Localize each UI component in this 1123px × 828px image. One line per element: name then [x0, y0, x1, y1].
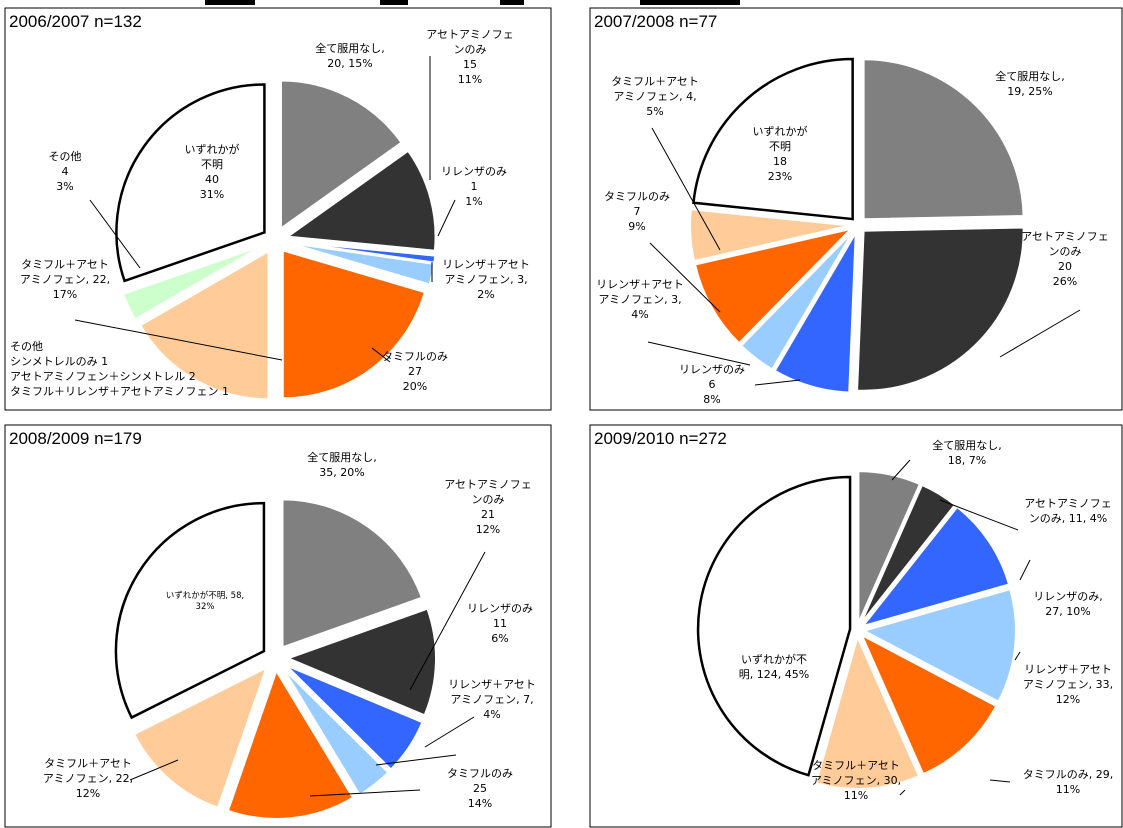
slice-label-none: 全て服用なし, 18, 7%: [932, 438, 1002, 467]
leader-line: [754, 379, 801, 386]
slice-label-relenza: リレンザのみ 6 8%: [679, 363, 745, 406]
pie-slice-relenza: [773, 232, 857, 394]
leader-line: [409, 551, 486, 691]
panel-2009-2010: 2009/2010 n=272 全て服用なし, 18, 7% アセトアミノフェンのみ…: [589, 424, 1123, 828]
pie-slice-none: [862, 58, 1025, 221]
pie-slice-tamiflu_acet: [689, 208, 851, 263]
leader-line: [371, 347, 391, 363]
leader-line: [309, 789, 421, 797]
slice-label-acet: アセトアミノフェンのみ 15 11%: [426, 28, 514, 86]
other-breakdown-note: その他シンメトレルのみ 1 アセトアミノフェン＋シンメトレル 2 タミフル＋リレンザ…: [10, 340, 229, 398]
pie-slice-relenza_acet: [739, 230, 855, 371]
pie-slice-relenza: [285, 664, 424, 771]
pie-slice-acet: [284, 149, 437, 252]
panel-title: 2007/2008 n=77: [594, 12, 717, 31]
pie-slice-tamiflu_acet: [132, 665, 269, 809]
leader-line: [891, 459, 911, 481]
pie-slice-unknown: [114, 501, 266, 720]
panel-title: 2009/2010 n=272: [594, 429, 727, 448]
panel-2008-2009: 2008/2009 n=179 全て服用なし, 35, 20% アセトアミノフェンの…: [4, 424, 552, 828]
leader-line: [989, 779, 1011, 783]
leader-line: [651, 127, 721, 251]
header-fragment: [205, 0, 740, 5]
pie-slice-relenza_acet: [282, 667, 390, 797]
slice-label-unknown: いずれかが不明, 124, 45%: [739, 652, 809, 681]
leader-line: [649, 242, 721, 313]
slice-label-tamiflu_acet: タミフル＋アセトアミノフェン, 22, 12%: [43, 757, 133, 800]
slice-label-other: その他 4 3%: [49, 150, 82, 193]
pie-slice-unknown: [692, 57, 854, 221]
pie-slice-tamiflu_acet: [814, 634, 921, 790]
leader-line: [899, 789, 906, 796]
pie-slice-none: [857, 470, 922, 624]
slice-label-none: 全て服用なし, 35, 20%: [307, 450, 377, 479]
slice-label-relenza: リレンザのみ 11 6%: [467, 602, 533, 645]
pie-slice-tamiflu_acet: [138, 249, 270, 401]
pie-slice-relenza_acet: [861, 587, 1017, 703]
slice-label-tamiflu: タミフルのみ, 29, 11%: [1023, 768, 1114, 796]
pie-slice-tamiflu: [226, 668, 355, 820]
leader-line: [999, 309, 1081, 358]
pie-slice-relenza: [287, 240, 437, 264]
slice-label-acet: アセトアミノフェンのみ, 11, 4%: [1024, 497, 1112, 525]
slice-label-unknown: いずれかが不明 18 23%: [753, 124, 808, 183]
panel-2006-2007: 2006/2007 n=132 全て服用なし, 20, 15% アセトアミノフェンの…: [4, 7, 552, 411]
slice-label-acet: アセトアミノフェンのみ 20 26%: [1021, 230, 1109, 288]
slice-label-relenza_acet: リレンザ＋アセトアミノフェン, 7, 4%: [448, 678, 536, 721]
slice-label-relenza_acet: リレンザ＋アセトアミノフェン, 33, 12%: [1023, 663, 1113, 706]
pie-slice-tamiflu: [859, 632, 998, 776]
pie-slice-acet: [859, 483, 957, 625]
slice-label-relenza_acet: リレンザ＋アセトアミノフェン, 3, 2%: [442, 258, 530, 301]
pie-slice-tamiflu: [281, 249, 427, 400]
leader-line: [129, 759, 179, 781]
pie-slice-unknown: [696, 475, 852, 777]
slice-label-tamiflu: タミフルのみ 27 20%: [382, 350, 448, 393]
leader-line: [437, 199, 456, 237]
slice-label-tamiflu_acet: タミフル＋アセトアミノフェン, 22, 17%: [20, 258, 110, 301]
pie-slice-tamiflu: [693, 227, 855, 345]
slice-label-relenza: リレンザのみ 1 1%: [441, 165, 507, 208]
slice-label-relenza_acet: リレンザ＋アセトアミノフェン, 3, 4%: [596, 278, 684, 321]
slice-label-tamiflu: タミフルのみ 25 14%: [447, 767, 513, 810]
leader-line: [375, 754, 457, 766]
pie-slice-other: [122, 244, 264, 321]
leader-line: [939, 499, 1019, 531]
leader-line: [1019, 559, 1031, 581]
pie-slice-acet: [285, 607, 437, 717]
panel-title: 2008/2009 n=179: [9, 429, 142, 448]
pie-slice-unknown: [115, 83, 266, 283]
leader-line: [89, 199, 141, 269]
leader-line: [647, 341, 751, 366]
slice-label-relenza: リレンザのみ, 27, 10%: [1033, 590, 1103, 618]
pie-slice-relenza: [860, 505, 1011, 628]
pie-slice-acet: [856, 226, 1025, 392]
leader-line: [74, 319, 283, 361]
slice-label-acet: アセトアミノフェンのみ 21 12%: [444, 478, 532, 536]
slice-label-tamiflu: タミフルのみ 7 9%: [604, 190, 670, 233]
pie-slice-none: [279, 79, 403, 231]
slice-label-tamiflu_acet: タミフル＋アセトアミノフェン, 30, 11%: [811, 759, 901, 802]
panel-2007-2008: 2007/2008 n=77 全て服用なし, 19, 25% アセトアミノフェンのみ…: [589, 7, 1123, 411]
panel-title: 2006/2007 n=132: [9, 12, 142, 31]
slice-label-none: 全て服用なし, 20, 15%: [315, 41, 385, 70]
slice-label-tamiflu_acet: タミフル＋アセトアミノフェン, 4, 5%: [611, 75, 699, 118]
leader-line: [1014, 651, 1021, 661]
slice-label-none: 全て服用なし, 19, 25%: [995, 69, 1065, 98]
leader-line: [424, 716, 475, 748]
slice-label-unknown: いずれかが不明, 58, 32%: [166, 590, 244, 612]
pie-slice-none: [281, 498, 424, 649]
slice-label-unknown: いずれかが不明 40 31%: [185, 142, 240, 201]
